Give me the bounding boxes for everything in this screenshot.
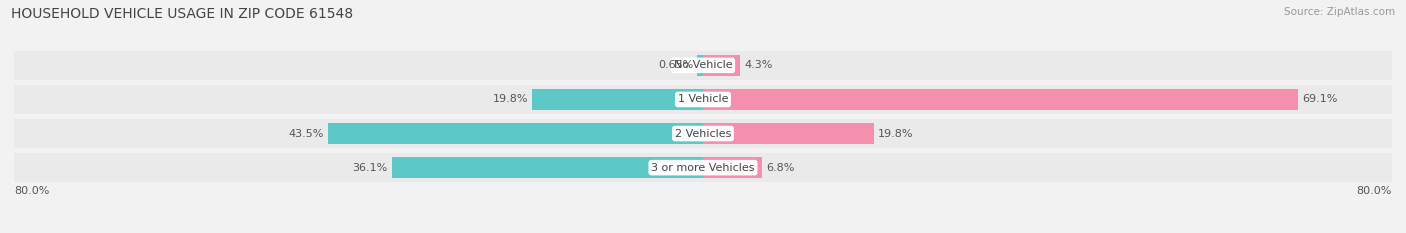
Text: 19.8%: 19.8% bbox=[492, 94, 529, 104]
Bar bbox=[533, 89, 703, 110]
Text: 80.0%: 80.0% bbox=[14, 186, 49, 196]
Bar bbox=[703, 123, 873, 144]
Bar bbox=[14, 119, 1392, 148]
Text: No Vehicle: No Vehicle bbox=[673, 60, 733, 70]
Text: 4.3%: 4.3% bbox=[744, 60, 773, 70]
Text: 43.5%: 43.5% bbox=[288, 129, 323, 139]
Bar bbox=[392, 157, 703, 178]
Bar bbox=[14, 51, 1392, 80]
Text: 6.8%: 6.8% bbox=[766, 163, 794, 173]
Text: 69.1%: 69.1% bbox=[1302, 94, 1337, 104]
Text: 80.0%: 80.0% bbox=[1357, 186, 1392, 196]
Bar bbox=[14, 85, 1392, 114]
Bar bbox=[14, 153, 1392, 182]
Bar bbox=[329, 123, 703, 144]
Text: HOUSEHOLD VEHICLE USAGE IN ZIP CODE 61548: HOUSEHOLD VEHICLE USAGE IN ZIP CODE 6154… bbox=[11, 7, 353, 21]
Bar bbox=[703, 55, 740, 76]
Text: 2 Vehicles: 2 Vehicles bbox=[675, 129, 731, 139]
Text: Source: ZipAtlas.com: Source: ZipAtlas.com bbox=[1284, 7, 1395, 17]
Bar bbox=[703, 157, 762, 178]
Bar bbox=[697, 55, 703, 76]
Text: 19.8%: 19.8% bbox=[877, 129, 914, 139]
Text: 1 Vehicle: 1 Vehicle bbox=[678, 94, 728, 104]
Text: 36.1%: 36.1% bbox=[353, 163, 388, 173]
Text: 3 or more Vehicles: 3 or more Vehicles bbox=[651, 163, 755, 173]
Bar bbox=[703, 89, 1298, 110]
Text: 0.65%: 0.65% bbox=[658, 60, 693, 70]
